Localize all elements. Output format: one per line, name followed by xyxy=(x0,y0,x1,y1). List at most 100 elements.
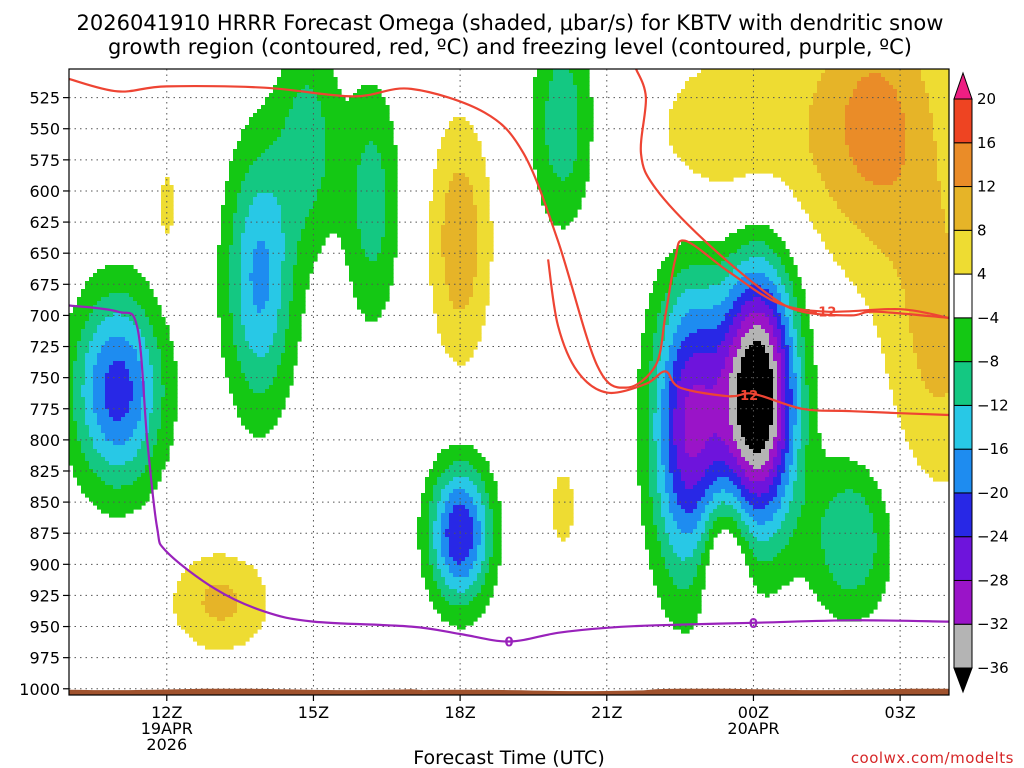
omega-cell xyxy=(449,353,474,358)
omega-cell xyxy=(741,325,754,330)
omega-cell xyxy=(781,361,786,366)
omega-cell xyxy=(789,361,794,366)
omega-cell xyxy=(93,393,106,398)
omega-cell xyxy=(753,553,778,558)
omega-cell xyxy=(637,457,650,462)
colorbar-box xyxy=(953,536,973,581)
omega-cell xyxy=(909,445,949,450)
omega-cell xyxy=(289,305,306,310)
omega-cell xyxy=(777,469,786,474)
omega-cell xyxy=(673,489,706,494)
omega-cell xyxy=(657,405,662,410)
omega-cell xyxy=(793,325,802,330)
omega-cell xyxy=(733,341,742,346)
omega-cell xyxy=(77,357,86,362)
omega-cell xyxy=(77,429,90,434)
omega-cell xyxy=(557,485,570,490)
omega-cell xyxy=(741,321,770,326)
omega-cell xyxy=(69,397,74,402)
omega-cell xyxy=(485,525,494,530)
omega-cell xyxy=(661,261,722,266)
omega-cell xyxy=(773,477,782,482)
omega-cell xyxy=(741,345,750,350)
omega-cell xyxy=(801,393,810,398)
omega-cell xyxy=(241,277,250,282)
omega-cell xyxy=(749,241,766,246)
omega-cell xyxy=(69,349,78,354)
omega-cell xyxy=(417,517,430,522)
omega-cell xyxy=(385,185,398,190)
omega-cell xyxy=(725,441,738,446)
omega-cell xyxy=(933,129,949,134)
omega-cell xyxy=(905,157,938,162)
omega-cell xyxy=(657,369,666,374)
omega-cell xyxy=(801,441,810,446)
omega-cell xyxy=(69,429,78,434)
omega-cell xyxy=(673,477,682,482)
omega-cell xyxy=(677,153,814,158)
colorbar-tick-label: 20 xyxy=(977,90,996,108)
omega-cell xyxy=(709,485,738,490)
omega-cell xyxy=(165,389,178,394)
omega-cell xyxy=(685,337,726,342)
omega-cell xyxy=(233,317,242,322)
omega-cell xyxy=(685,365,726,370)
y-tick-label: 600 xyxy=(29,182,60,201)
omega-cell xyxy=(265,149,326,154)
omega-cell xyxy=(805,369,818,374)
omega-cell xyxy=(669,509,686,514)
omega-cell xyxy=(781,409,786,414)
omega-cell xyxy=(769,245,786,250)
omega-cell xyxy=(237,345,250,350)
omega-cell xyxy=(97,473,142,478)
omega-cell xyxy=(265,245,286,250)
omega-cell xyxy=(673,337,686,342)
omega-cell xyxy=(737,333,746,338)
omega-cell xyxy=(781,433,786,438)
omega-cell xyxy=(837,581,866,586)
omega-cell xyxy=(553,489,574,494)
omega-cell xyxy=(69,441,82,446)
y-tick-label: 850 xyxy=(29,493,60,512)
omega-cell xyxy=(645,321,658,326)
omega-cell xyxy=(809,145,850,150)
omega-cell xyxy=(193,561,246,566)
omega-cell xyxy=(693,577,706,582)
omega-cell xyxy=(721,301,734,306)
omega-cell xyxy=(785,489,794,494)
omega-cell xyxy=(669,117,810,122)
omega-cell xyxy=(269,145,326,150)
omega-cell xyxy=(85,369,94,374)
omega-cell xyxy=(801,437,810,442)
omega-cell xyxy=(429,233,442,238)
omega-cell xyxy=(153,369,162,374)
omega-cell xyxy=(709,537,714,542)
omega-cell xyxy=(777,465,786,470)
omega-cell xyxy=(673,621,698,626)
omega-cell xyxy=(641,349,654,354)
omega-cell xyxy=(161,361,178,366)
omega-cell xyxy=(793,489,806,494)
omega-cell xyxy=(221,329,234,334)
omega-cell xyxy=(749,573,834,578)
omega-cell xyxy=(885,365,918,370)
omega-cell xyxy=(753,577,794,582)
omega-cell xyxy=(217,285,230,290)
omega-cell xyxy=(809,425,818,430)
omega-cell xyxy=(801,357,806,362)
omega-cell xyxy=(381,161,398,166)
omega-cell xyxy=(745,301,766,306)
omega-cell xyxy=(437,457,486,462)
omega-cell xyxy=(789,445,794,450)
omega-cell xyxy=(637,453,650,458)
omega-cell xyxy=(649,485,658,490)
omega-cell xyxy=(265,305,282,310)
omega-cell xyxy=(485,553,494,558)
omega-cell xyxy=(777,369,782,374)
omega-cell xyxy=(697,481,714,486)
omega-cell xyxy=(253,285,270,290)
omega-cell xyxy=(429,241,442,246)
omega-cell xyxy=(749,529,778,534)
omega-cell xyxy=(433,297,450,302)
omega-cell xyxy=(241,237,286,242)
